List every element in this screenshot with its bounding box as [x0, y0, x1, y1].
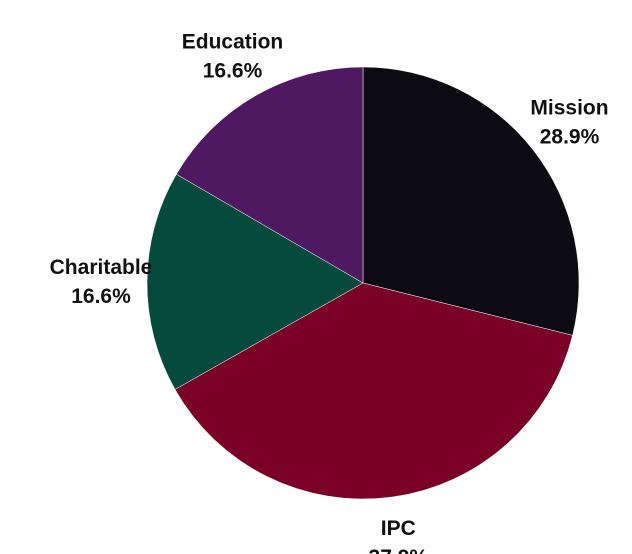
slice-name-charitable: Charitable	[50, 256, 153, 279]
slice-percent-charitable: 16.6%	[71, 285, 131, 308]
slice-label-ipc: IPC 37.9%	[369, 517, 429, 554]
slice-label-mission: Mission 28.9%	[530, 96, 608, 148]
slice-name-education: Education	[182, 30, 284, 53]
pie-slice-ipc	[174, 282, 573, 500]
slice-label-charitable: Charitable 16.6%	[50, 256, 153, 308]
pie-slices	[146, 66, 580, 500]
slice-label-education: Education 16.6%	[182, 30, 284, 82]
slice-percent-mission: 28.9%	[540, 125, 600, 148]
slice-labels: Mission28.9%IPC37.9%Charitable16.6%Educa…	[50, 30, 609, 554]
slice-percent-ipc: 37.9%	[369, 546, 429, 554]
pie-slice-education	[176, 66, 364, 284]
slice-percent-education: 16.6%	[203, 59, 263, 82]
pie-slice-mission	[362, 66, 580, 336]
slice-name-ipc: IPC	[381, 517, 416, 540]
slice-name-mission: Mission	[530, 96, 608, 119]
pie-slice-charitable	[146, 173, 364, 390]
